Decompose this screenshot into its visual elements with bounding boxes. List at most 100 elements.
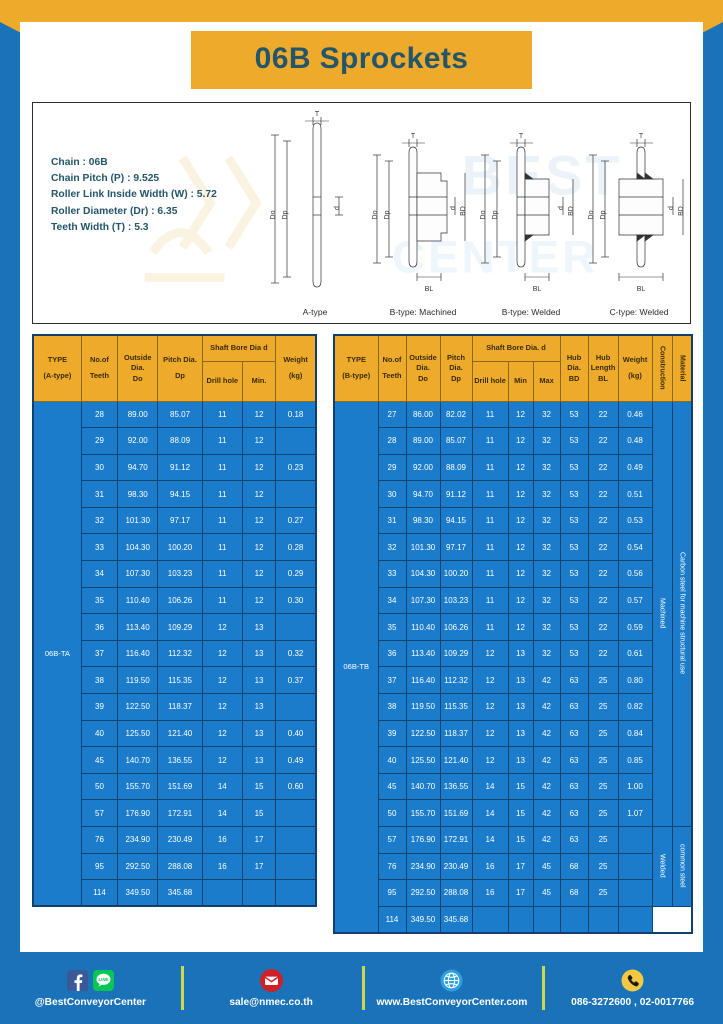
cell-dp: 85.07 <box>439 427 473 455</box>
cell-do: 119.50 <box>405 693 441 721</box>
table-row: 39 122.50 118.37 12 13 <box>33 693 317 721</box>
page-title: 06B Sprockets <box>190 31 533 89</box>
cell-bl: 25 <box>587 772 619 801</box>
cell-teeth: 30 <box>377 480 407 508</box>
cell-bd: 53 <box>559 586 589 615</box>
cell-do: 98.30 <box>405 506 441 535</box>
technical-drawings: Do Dp d T A-type <box>261 111 690 323</box>
cell-weight: 0.40 <box>275 719 317 748</box>
globe-icon[interactable] <box>440 969 463 992</box>
cell-min: 15 <box>241 799 277 827</box>
cell-dp: 112.32 <box>439 666 473 695</box>
cell-weight: 0.60 <box>275 772 317 801</box>
table-b-header: TYPE (B-type) No.of Teeth Outside Dia. D… <box>333 334 693 402</box>
cell-weight <box>275 852 317 881</box>
cell-teeth: 34 <box>80 560 119 588</box>
cell-min: 17 <box>241 852 277 881</box>
cell-max: 32 <box>532 480 561 508</box>
cell-bd: 63 <box>559 772 589 801</box>
cell-dp: 106.26 <box>157 586 203 615</box>
cell-min: 12 <box>507 480 534 508</box>
footer-item-phone[interactable]: 086-3272600 , 02-0017766 <box>542 952 723 1024</box>
footer-contact-bar: LINE @BestConveyorCenter sale@nmec.co.th <box>0 952 723 1024</box>
cell-teeth: 35 <box>377 613 407 641</box>
spec-line-teeth-width: Teeth Width (T) : 5.3 <box>51 221 149 233</box>
cell-weight: 0.57 <box>617 586 653 615</box>
cell-drill: 14 <box>471 799 509 827</box>
cell-drill: 12 <box>471 746 509 774</box>
tables-area: TYPE (A-type) No.of Teeth Outside Dia. D… <box>32 334 694 940</box>
cell-bl: 22 <box>587 506 619 535</box>
cell-teeth: 114 <box>377 905 407 934</box>
cell-drill: 12 <box>201 746 243 774</box>
cell-bd: 68 <box>559 852 589 881</box>
footer-label-website: www.BestConveyorCenter.com <box>376 997 528 1008</box>
footer-label-phone: 086-3272600 , 02-0017766 <box>571 997 695 1008</box>
cell-weight: 1.00 <box>617 772 653 801</box>
table-row: 28 89.00 85.07 11 12 32 53 22 0.48 <box>334 427 692 455</box>
table-row: 40 125.50 121.40 12 13 42 63 25 0.85 <box>334 746 692 774</box>
footer-item-website[interactable]: www.BestConveyorCenter.com <box>361 952 543 1024</box>
cell-bl: 22 <box>587 480 619 508</box>
cell-teeth: 35 <box>80 586 119 615</box>
cell-do: 349.50 <box>405 905 441 934</box>
cell-bl: 22 <box>587 560 619 588</box>
cell-teeth: 28 <box>80 400 119 429</box>
cell-min: 13 <box>507 746 534 774</box>
cell-drill: 11 <box>471 613 509 641</box>
phone-icon[interactable] <box>621 969 644 992</box>
cell-dp: 230.49 <box>157 826 203 854</box>
cell-teeth: 32 <box>80 506 119 535</box>
th-b-pitch-dia: Pitch Dia. Dp <box>439 334 473 402</box>
cell-drill: 12 <box>471 693 509 721</box>
cell-do: 176.90 <box>405 826 441 854</box>
cell-bl: 25 <box>587 746 619 774</box>
cell-dp: 109.29 <box>439 639 473 668</box>
cell-dp: 288.08 <box>439 879 473 907</box>
cell-min: 12 <box>507 533 534 562</box>
cell-weight: 0.48 <box>617 427 653 455</box>
table-row: 30 94.70 91.12 11 12 0.23 <box>33 453 317 482</box>
cell-teeth: 50 <box>377 799 407 827</box>
th-a-outside-dia: Outside Dia. Do <box>117 334 159 402</box>
cell-weight <box>617 905 653 934</box>
cell-max: 32 <box>532 560 561 588</box>
cell-type-label: 06B-TA <box>32 400 82 907</box>
cell-min: 12 <box>241 533 277 562</box>
cell-weight: 0.23 <box>275 453 317 482</box>
cell-weight <box>275 693 317 721</box>
cell-drill: 16 <box>201 826 243 854</box>
th-a-drill-hole: Drill hole <box>201 360 243 402</box>
svg-text:d: d <box>450 206 457 210</box>
cell-weight <box>275 427 317 455</box>
facebook-icon[interactable] <box>66 969 88 991</box>
cell-min: 12 <box>507 400 534 429</box>
cell-drill: 11 <box>201 453 243 482</box>
cell-teeth: 45 <box>377 772 407 801</box>
cell-dp: 118.37 <box>439 719 473 748</box>
th-b-outside-dia: Outside Dia. Do <box>405 334 441 402</box>
email-icon[interactable] <box>259 968 283 992</box>
cell-max: 42 <box>532 746 561 774</box>
cell-teeth: 39 <box>377 719 407 748</box>
table-row: 35 110.40 106.26 11 12 32 53 22 0.59 <box>334 613 692 641</box>
footer-item-social[interactable]: LINE @BestConveyorCenter <box>0 952 181 1024</box>
table-row: 36 113.40 109.29 12 13 32 53 22 0.61 <box>334 639 692 668</box>
cell-bl: 25 <box>587 852 619 881</box>
cell-do: 110.40 <box>117 586 159 615</box>
drawing-caption-c-welded: C-type: Welded <box>609 307 669 317</box>
cell-drill: 11 <box>471 480 509 508</box>
cell-teeth: 29 <box>377 453 407 482</box>
drawing-b-type-welded: Do Dp d BD T BL B-type: Welded <box>477 111 585 323</box>
cell-do: 292.50 <box>405 879 441 907</box>
table-row: 35 110.40 106.26 11 12 0.30 <box>33 586 317 615</box>
line-icon[interactable]: LINE <box>92 969 114 991</box>
cell-weight <box>275 826 317 854</box>
footer-item-email[interactable]: sale@nmec.co.th <box>180 952 362 1024</box>
cell-dp: 172.91 <box>439 826 473 854</box>
cell-do: 234.90 <box>405 852 441 881</box>
cell-drill: 12 <box>471 666 509 695</box>
cell-bl: 25 <box>587 693 619 721</box>
cell-do: 125.50 <box>405 746 441 774</box>
cell-dp: 345.68 <box>157 879 203 907</box>
